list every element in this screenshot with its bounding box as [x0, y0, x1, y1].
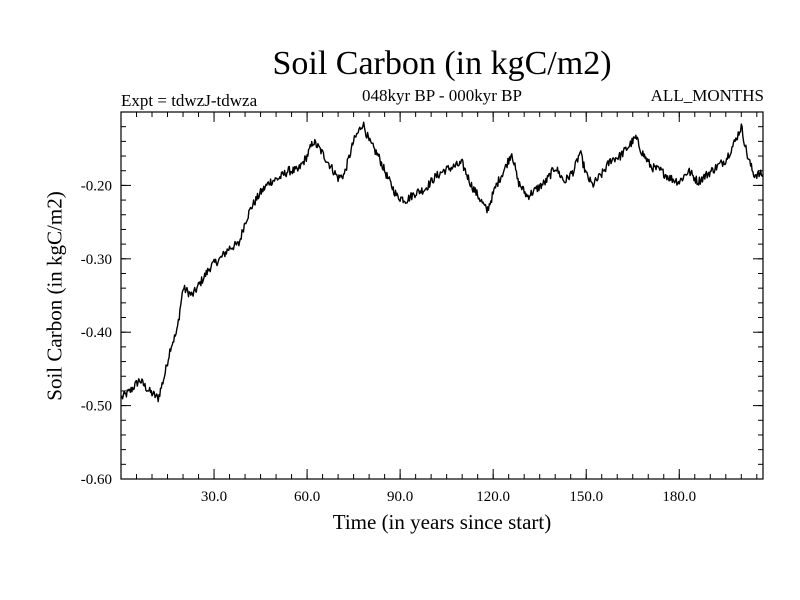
y-tick-label: -0.60: [81, 472, 112, 488]
minor-ticks: [121, 112, 763, 479]
y-tick-label: -0.30: [81, 252, 112, 268]
chart-title: Soil Carbon (in kgC/m2): [272, 45, 612, 82]
x-tick-label: 30.0: [201, 489, 227, 505]
y-tick-label: -0.20: [81, 178, 112, 194]
x-tick-label: 180.0: [662, 489, 696, 505]
x-tick-label: 120.0: [476, 489, 510, 505]
major-ticks: [121, 112, 763, 480]
period-subtitle: 048kyr BP - 000kyr BP: [362, 86, 522, 105]
x-tick-label: 150.0: [569, 489, 603, 505]
y-tick-label: -0.40: [81, 325, 112, 341]
plot-frame: [120, 111, 764, 480]
tick-labels: 30.0 60.0 90.0 120.0 150.0 180.0 -0.60 -0.50 -0.…: [81, 178, 696, 505]
x-tick-label: 90.0: [387, 489, 413, 505]
experiment-label: Expt = tdwzJ-tdwza: [121, 91, 258, 110]
x-axis-label: Time (in years since start): [332, 510, 552, 534]
soil-carbon-series-line: [120, 121, 764, 403]
x-tick-label: 60.0: [294, 489, 320, 505]
y-tick-label: -0.50: [81, 399, 112, 415]
months-label: ALL_MONTHS: [650, 86, 764, 105]
